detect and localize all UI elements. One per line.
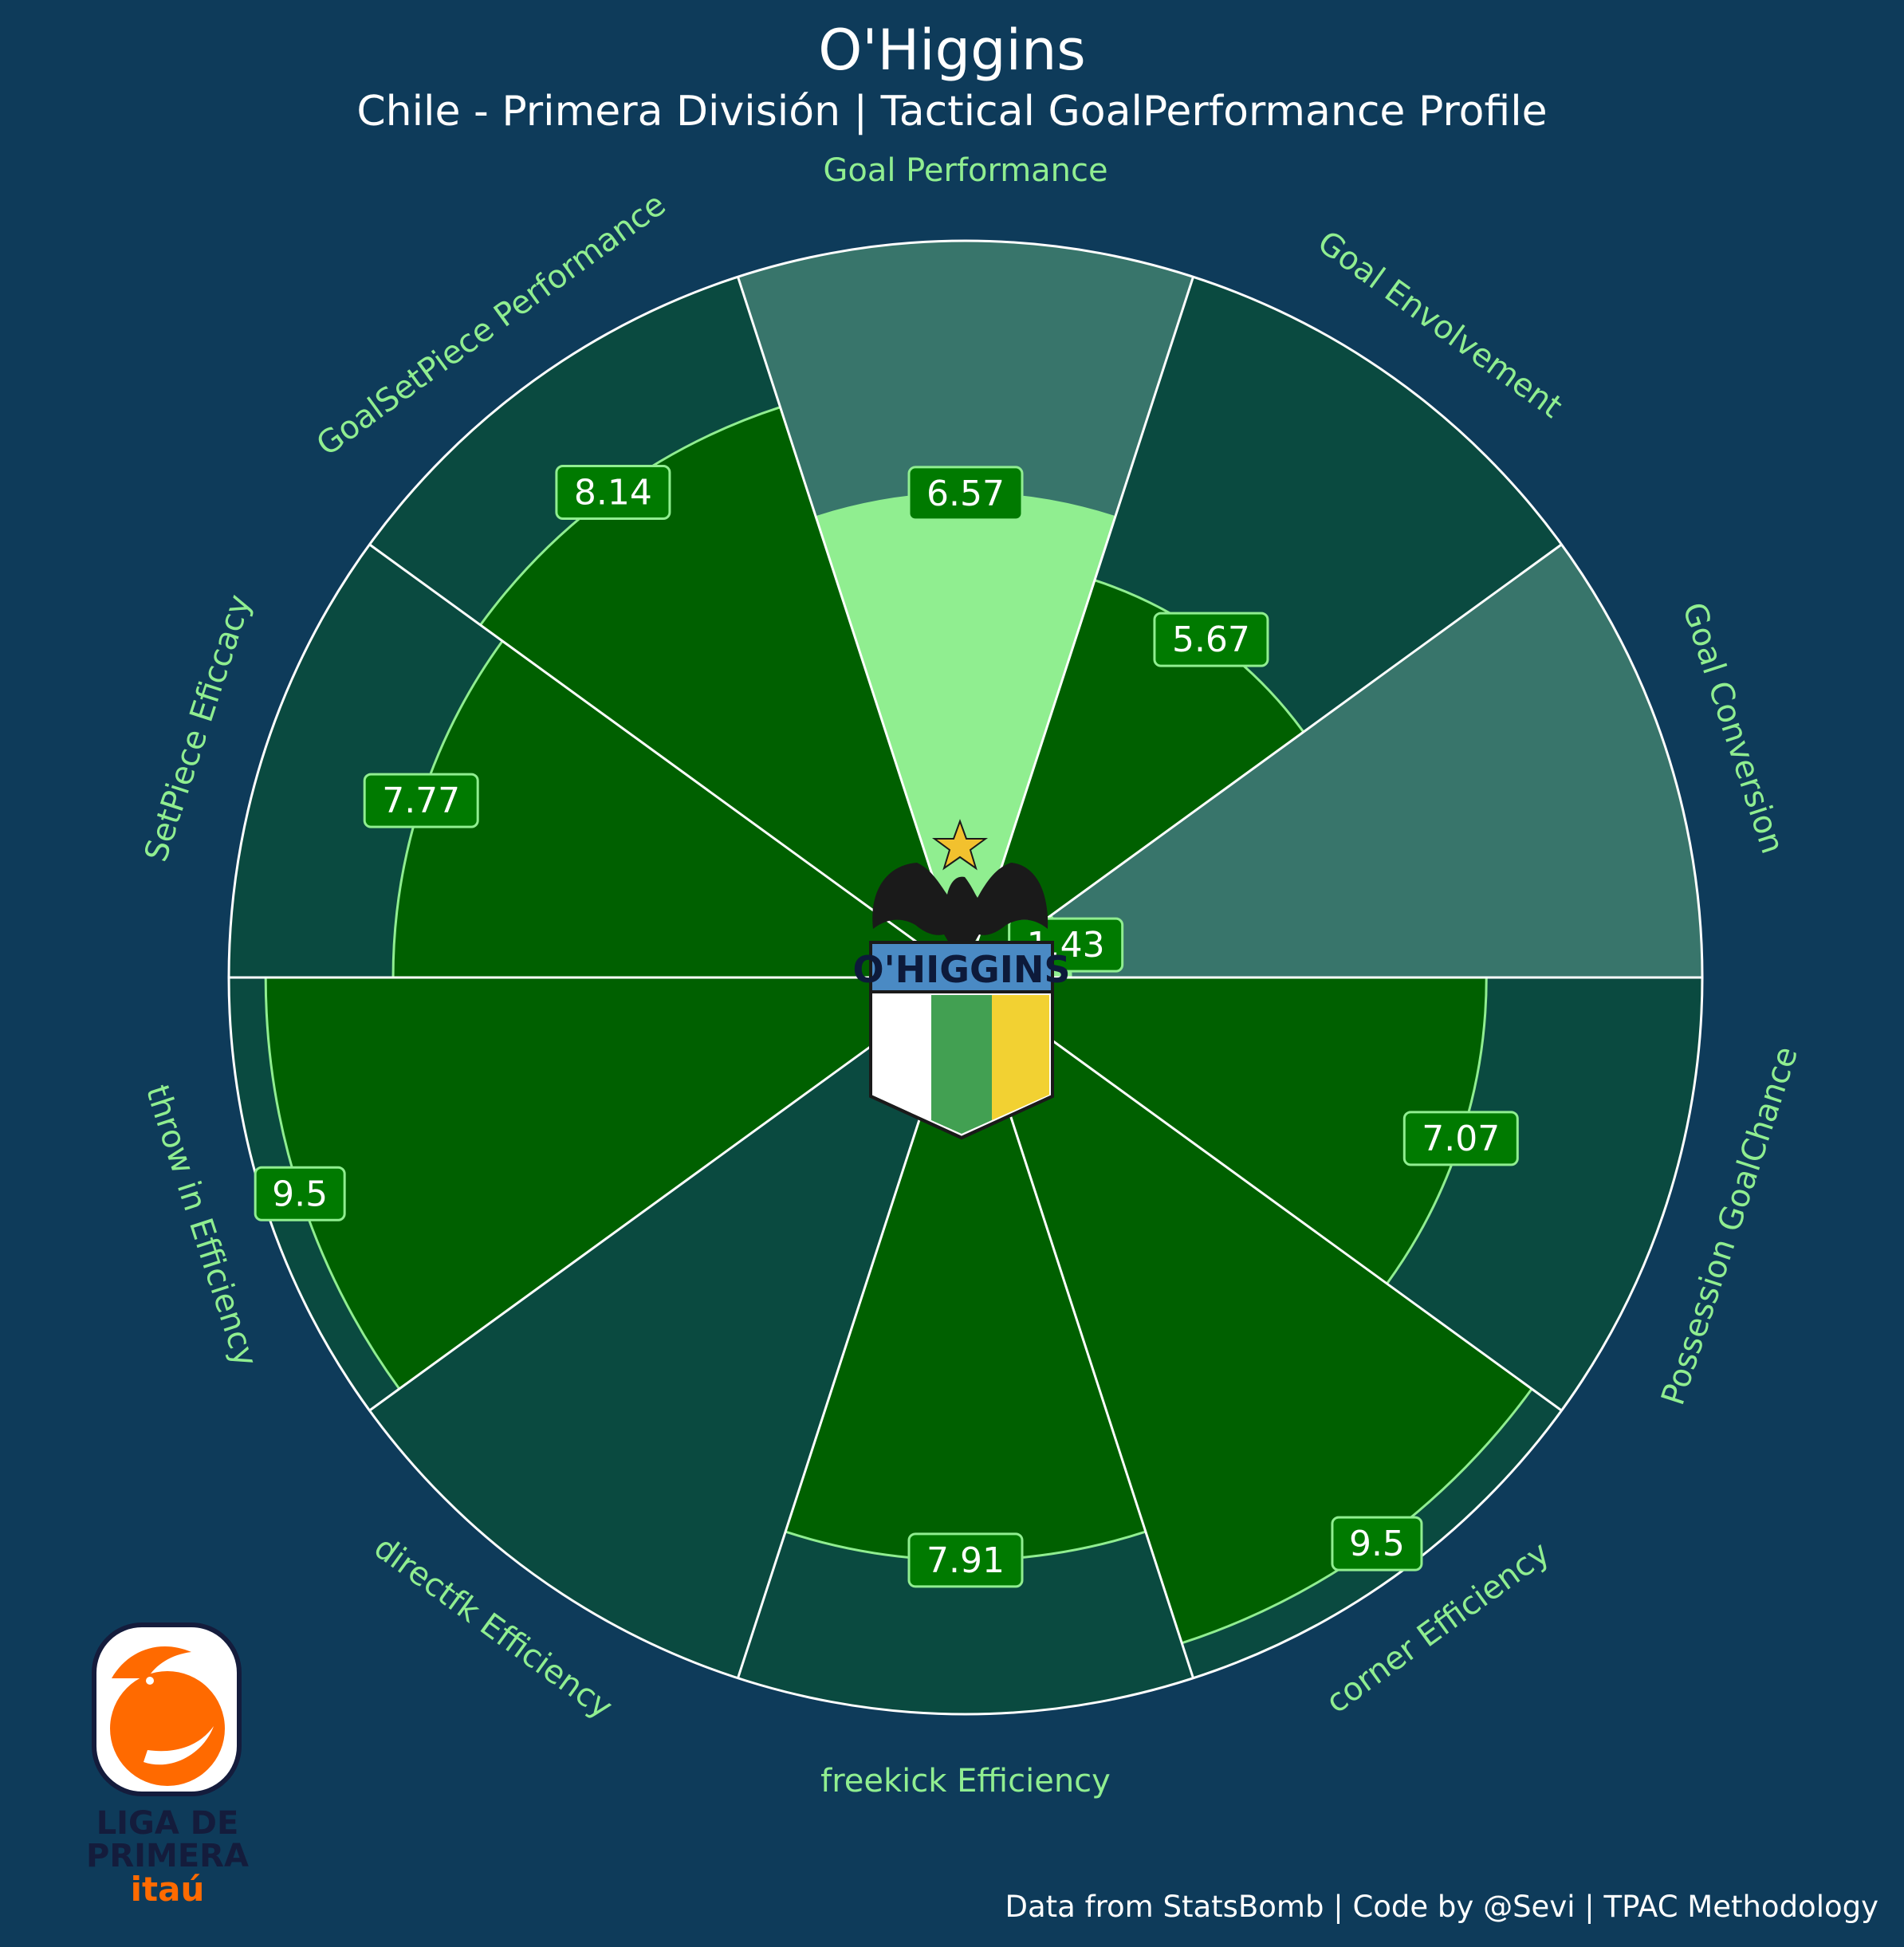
category-label: SetPiece Eficcacy (138, 590, 258, 866)
value-label-box (254, 1166, 346, 1221)
club-crest-logo: O'HIGGINS (852, 819, 1071, 1140)
league-logo-line2: PRIMERA (86, 1838, 249, 1874)
slice-bar (966, 580, 1304, 977)
club-crest-text: O'HIGGINS (852, 948, 1070, 991)
value-label-box (363, 773, 479, 828)
slice-bar (785, 977, 1146, 1560)
league-logo: LIGA DE PRIMERA itaú (86, 1622, 249, 1909)
value-label-box (907, 1532, 1024, 1588)
value-label: 9.5 (254, 1166, 346, 1221)
slice-bar (266, 977, 966, 1389)
slice-background (369, 977, 966, 1678)
value-label-text: 6.57 (926, 474, 1005, 514)
slice-background (966, 544, 1702, 977)
value-label-box (555, 465, 671, 521)
category-label: Goal Performance (823, 152, 1107, 189)
page-subtitle: Chile - Primera División | Tactical Goal… (356, 88, 1548, 136)
slice-bar (393, 641, 966, 977)
page-title: O'Higgins (818, 18, 1086, 83)
spoke-line (368, 543, 966, 979)
value-label: 7.77 (363, 773, 479, 828)
spoke-line (964, 276, 1194, 978)
spoke-line (965, 543, 1563, 979)
outer-ring (227, 239, 1704, 1716)
value-label: 5.67 (1153, 612, 1269, 667)
bar-layer (264, 406, 1533, 1645)
value-label: 7.07 (1402, 1111, 1519, 1166)
value-label: 9.5 (1331, 1516, 1423, 1571)
value-label-box (907, 466, 1024, 521)
value-label-box (1153, 612, 1269, 667)
value-label-text: 9.5 (1349, 1524, 1405, 1564)
spoke-line (368, 976, 966, 1412)
slice-bar (966, 977, 1532, 1643)
value-label: 8.14 (555, 465, 671, 521)
value-label-text: 7.77 (382, 781, 460, 821)
footer-credit: Data from StatsBomb | Code by @Sevi | TP… (1005, 1890, 1878, 1924)
spoke-line (737, 276, 967, 978)
value-label-text: 7.07 (1422, 1119, 1500, 1159)
slice-bar (480, 407, 966, 977)
value-label-text: 7.91 (926, 1540, 1005, 1581)
value-label-box (1331, 1516, 1423, 1571)
value-label-text: 5.67 (1172, 620, 1250, 660)
slice-bar (816, 493, 1115, 977)
league-logo-line3: itaú (131, 1870, 205, 1909)
category-label: Goal Conversion (1675, 598, 1791, 858)
value-label-text: 8.14 (574, 473, 652, 513)
league-logo-line1: LIGA DE (96, 1805, 239, 1842)
category-label: freekick Efficiency (820, 1763, 1111, 1800)
value-label: 7.91 (907, 1532, 1024, 1588)
spoke-line (965, 976, 1563, 1412)
value-label-box (1402, 1111, 1519, 1166)
value-label-text: 9.5 (272, 1174, 328, 1214)
value-label: 6.57 (907, 466, 1024, 521)
slice-bar (966, 977, 1487, 1284)
